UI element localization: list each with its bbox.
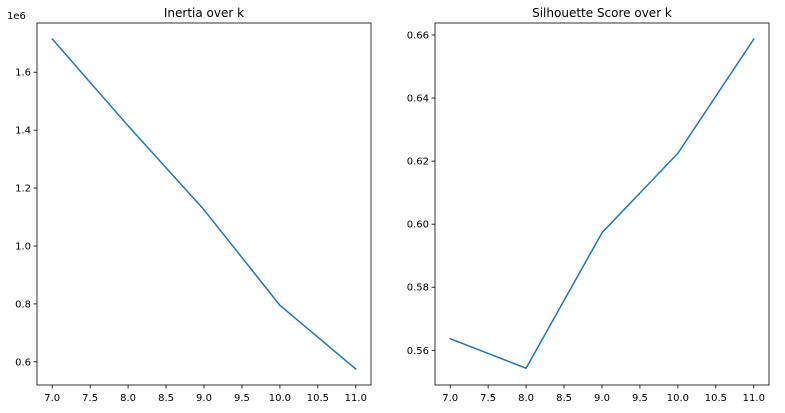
- inertia-x-tick-label: 10.0: [269, 393, 291, 404]
- inertia-x-tick-label: 7.0: [44, 393, 60, 404]
- inertia-y-tick-label: 1.4: [15, 126, 31, 137]
- inertia-series-line: [51, 38, 357, 370]
- inertia-x-tick-label: 8.0: [120, 393, 136, 404]
- silhouette-y-tick-label: 0.58: [407, 283, 429, 294]
- silhouette-y-tick-label: 0.66: [407, 30, 429, 41]
- silhouette-x-tick-label: 9.5: [632, 393, 648, 404]
- inertia-x-tick-label: 8.5: [158, 393, 174, 404]
- inertia-x-tick-label: 9.5: [234, 393, 250, 404]
- inertia-y-offset-label: 1e6: [7, 11, 26, 22]
- silhouette-y-tick-label: 0.64: [407, 94, 429, 105]
- silhouette-title: Silhouette Score over k: [532, 6, 672, 20]
- inertia-title: Inertia over k: [164, 6, 244, 20]
- silhouette-x-tick-label: 11.0: [743, 393, 765, 404]
- silhouette-y-tick-label: 0.60: [407, 220, 429, 231]
- inertia-y-tick-label: 0.6: [15, 357, 31, 368]
- silhouette-x-tick-label: 9.0: [594, 393, 610, 404]
- inertia-panel: Inertia over k 1e6 7.0 7.5 8.0 8.5 9.0 9.5 10.…: [7, 6, 372, 404]
- silhouette-series-line: [449, 38, 755, 370]
- silhouette-x-tick-label: 10.5: [705, 393, 727, 404]
- silhouette-x-ticks: 7.0 7.5 8.0 8.5 9.0 9.5 10.0 10.5 11.0: [442, 385, 765, 404]
- silhouette-x-tick-label: 8.5: [556, 393, 572, 404]
- inertia-y-tick-label: 1.0: [15, 241, 31, 252]
- silhouette-panel: Silhouette Score over k 7.0 7.5 8.0 8.5 9.0 9…: [407, 6, 770, 404]
- inertia-y-tick-label: 0.8: [15, 299, 31, 310]
- inertia-y-tick-label: 1.2: [15, 184, 31, 195]
- silhouette-y-ticks: 0.56 0.58 0.60 0.62 0.64 0.66: [407, 30, 435, 357]
- silhouette-y-tick-label: 0.62: [407, 157, 429, 168]
- inertia-x-tick-label: 9.0: [196, 393, 212, 404]
- inertia-x-ticks: 7.0 7.5 8.0 8.5 9.0 9.5 10.0 10.5 11.0: [44, 385, 367, 404]
- silhouette-x-tick-label: 8.0: [518, 393, 534, 404]
- inertia-x-tick-label: 7.5: [82, 393, 98, 404]
- inertia-x-tick-label: 10.5: [307, 393, 329, 404]
- inertia-y-ticks: 0.6 0.8 1.0 1.2 1.4 1.6: [15, 68, 37, 368]
- silhouette-x-tick-label: 7.5: [480, 393, 496, 404]
- silhouette-x-tick-label: 7.0: [442, 393, 458, 404]
- inertia-x-tick-label: 11.0: [345, 393, 367, 404]
- silhouette-y-tick-label: 0.56: [407, 346, 429, 357]
- inertia-y-tick-label: 1.6: [15, 68, 31, 79]
- silhouette-x-tick-label: 10.0: [667, 393, 689, 404]
